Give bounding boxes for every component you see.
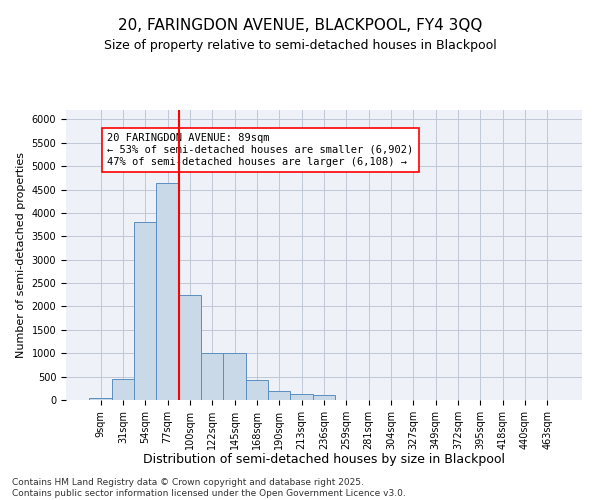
Bar bbox=[89, 398, 112, 400]
Bar bbox=[268, 390, 290, 400]
Bar bbox=[179, 295, 201, 400]
Text: Contains HM Land Registry data © Crown copyright and database right 2025.
Contai: Contains HM Land Registry data © Crown c… bbox=[12, 478, 406, 498]
Bar bbox=[246, 380, 268, 400]
Bar bbox=[313, 396, 335, 400]
Bar bbox=[290, 394, 313, 400]
Bar bbox=[223, 353, 246, 400]
X-axis label: Distribution of semi-detached houses by size in Blackpool: Distribution of semi-detached houses by … bbox=[143, 454, 505, 466]
Text: Size of property relative to semi-detached houses in Blackpool: Size of property relative to semi-detach… bbox=[104, 40, 496, 52]
Bar bbox=[157, 182, 179, 400]
Y-axis label: Number of semi-detached properties: Number of semi-detached properties bbox=[16, 152, 26, 358]
Text: 20, FARINGDON AVENUE, BLACKPOOL, FY4 3QQ: 20, FARINGDON AVENUE, BLACKPOOL, FY4 3QQ bbox=[118, 18, 482, 32]
Text: 20 FARINGDON AVENUE: 89sqm
← 53% of semi-detached houses are smaller (6,902)
47%: 20 FARINGDON AVENUE: 89sqm ← 53% of semi… bbox=[107, 134, 413, 166]
Bar bbox=[134, 222, 157, 400]
Bar bbox=[112, 379, 134, 400]
Bar bbox=[201, 353, 223, 400]
